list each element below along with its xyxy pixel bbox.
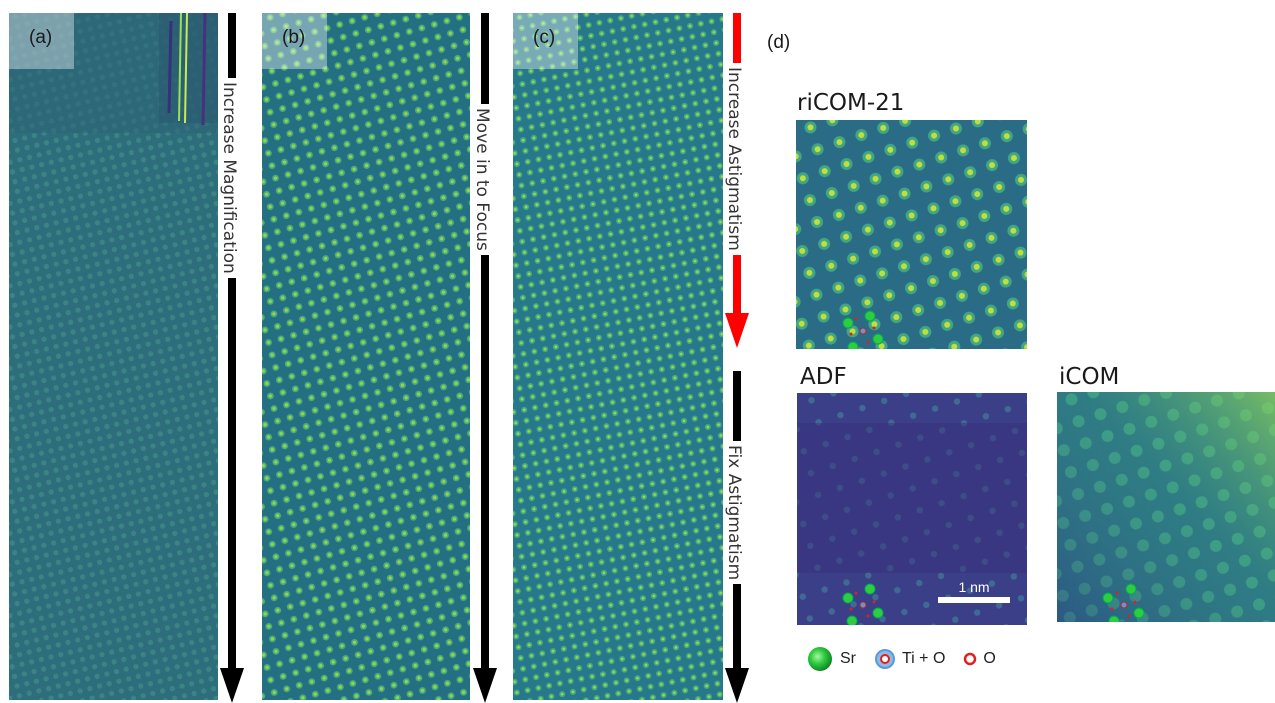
structure-overlay-ricom <box>842 310 884 349</box>
legend-sr-label: Sr <box>840 650 856 667</box>
legend-ti-o-label: Ti + O <box>902 650 946 667</box>
icom-image <box>1057 392 1275 622</box>
annotation-increase-astigmatism: Increase Astigmatism <box>724 63 744 255</box>
panel-b-image: (b) <box>262 13 470 700</box>
annotation-fix-astigmatism: Fix Astigmatism <box>724 441 744 585</box>
icom-title: iCOM <box>1059 364 1120 390</box>
adf-title: ADF <box>800 364 847 390</box>
panel-b-label: (b) <box>262 13 327 69</box>
micrograph-ricom <box>796 120 1027 349</box>
arrow-b <box>473 13 497 703</box>
annotation-increase-magnification: Increase Magnification <box>219 78 239 278</box>
scale-bar-label: 1 nm <box>958 579 990 595</box>
structure-overlay-adf <box>842 583 884 625</box>
legend-o-label: O <box>983 650 996 667</box>
legend: Sr Ti + O O <box>806 644 1014 674</box>
micrograph-a <box>9 13 218 700</box>
annotation-move-in-to-focus: Move in to Focus <box>472 104 492 255</box>
structure-overlay-icom <box>1102 583 1145 622</box>
ti-o-atom-icon <box>875 649 895 669</box>
micrograph-c <box>513 13 723 700</box>
panel-a-label: (a) <box>9 13 74 69</box>
scale-bar-line <box>938 597 1010 603</box>
sr-atom-icon <box>808 647 832 671</box>
ricom-title: riCOM-21 <box>797 90 905 116</box>
micrograph-b <box>262 13 470 700</box>
panel-c-label: (c) <box>513 13 578 69</box>
o-atom-icon <box>964 652 977 666</box>
ricom-image <box>796 120 1027 349</box>
micrograph-adf <box>797 393 1027 625</box>
adf-image <box>797 393 1027 625</box>
panel-a-image: (a) <box>9 13 218 700</box>
micrograph-icom <box>1057 392 1275 622</box>
panel-d-label: (d) <box>767 32 791 53</box>
panel-c-image: (c) <box>513 13 723 700</box>
arrow-a <box>220 13 244 703</box>
scale-bar: 1 nm <box>938 579 1010 603</box>
